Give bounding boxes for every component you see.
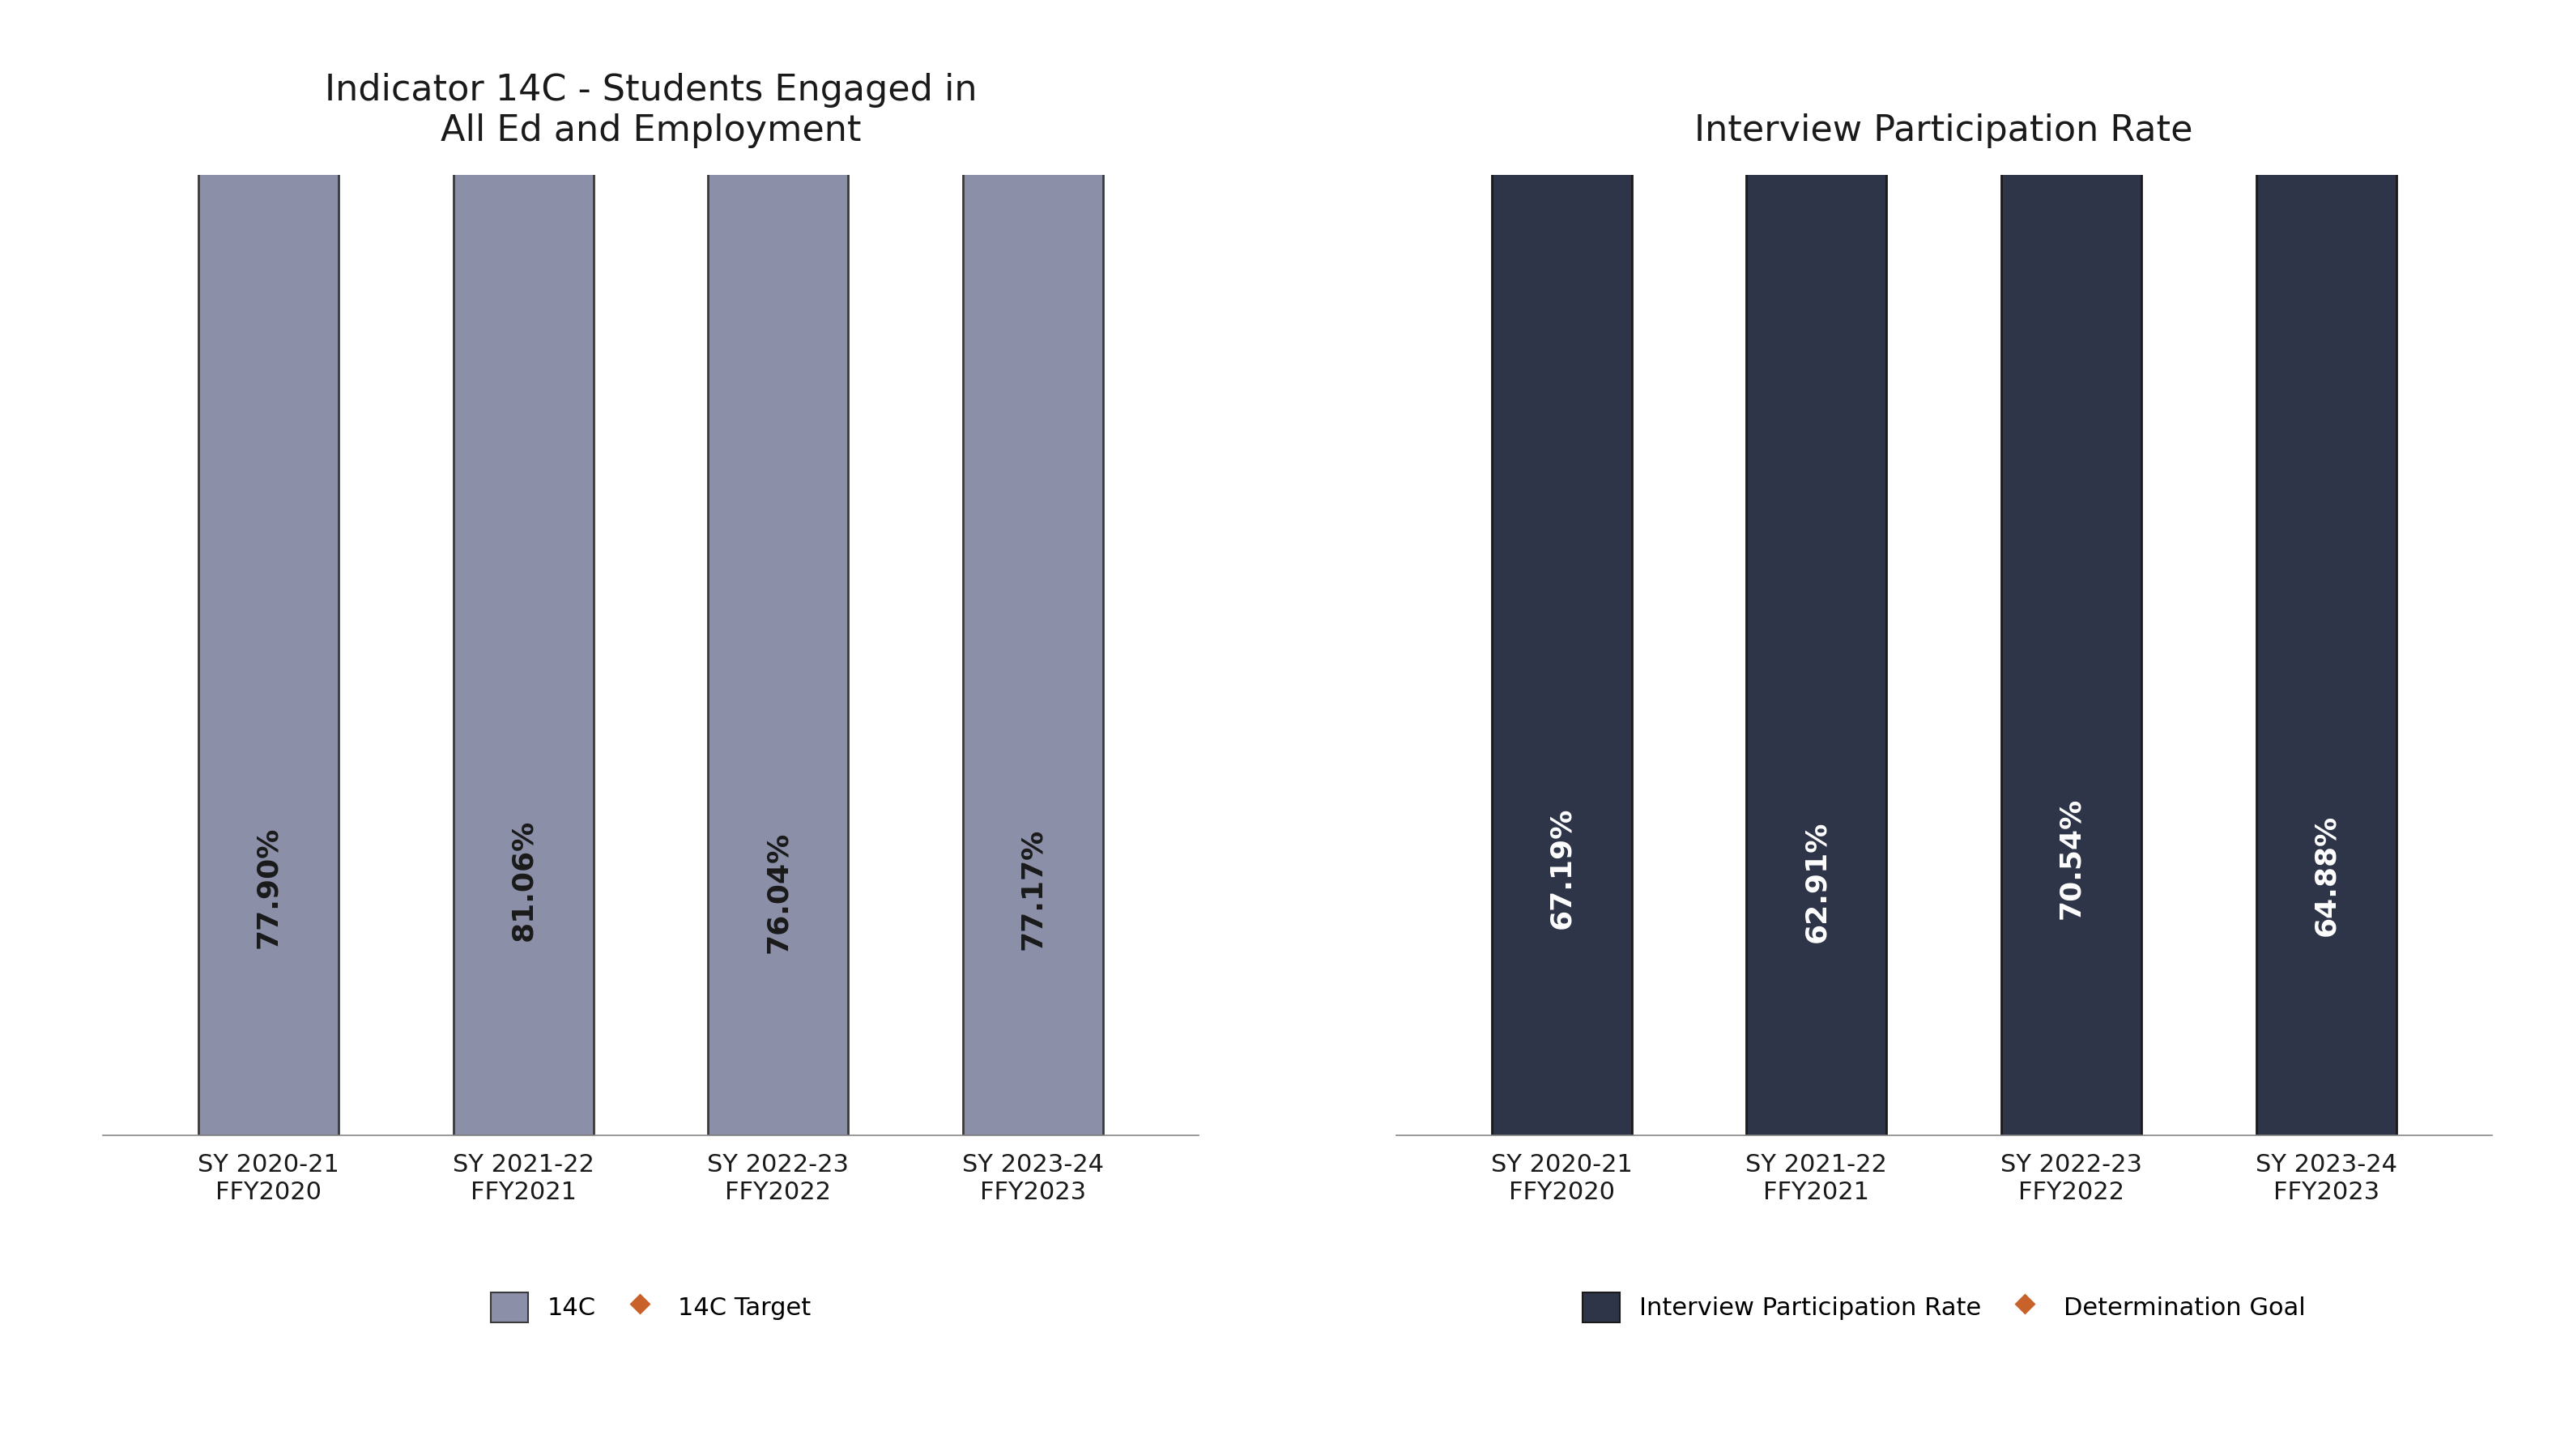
Title: Indicator 14C - Students Engaged in
All Ed and Employment: Indicator 14C - Students Engaged in All …	[324, 73, 976, 149]
Bar	[1747, 0, 1886, 1136]
Bar	[2001, 0, 2143, 1136]
Title: Interview Participation Rate: Interview Participation Rate	[1696, 114, 2194, 149]
Text: 64.88%: 64.88%	[2312, 814, 2340, 936]
Legend: 14C, 14C Target: 14C, 14C Target	[478, 1280, 822, 1335]
Legend: Interview Participation Rate, Determination Goal: Interview Participation Rate, Determinat…	[1570, 1280, 2317, 1335]
Text: 77.17%: 77.17%	[1020, 828, 1046, 951]
Text: 81.06%: 81.06%	[509, 820, 537, 941]
Text: 70.54%: 70.54%	[2058, 796, 2086, 919]
Bar	[963, 0, 1102, 1136]
Bar	[2256, 0, 2397, 1136]
Bar	[198, 0, 339, 1136]
Text: 76.04%: 76.04%	[766, 831, 791, 954]
Text: 62.91%: 62.91%	[1803, 820, 1829, 942]
Text: 67.19%: 67.19%	[1549, 807, 1575, 929]
Bar	[452, 0, 593, 1136]
Text: 77.90%: 77.90%	[254, 827, 283, 948]
Bar	[1493, 0, 1631, 1136]
Bar	[709, 0, 848, 1136]
